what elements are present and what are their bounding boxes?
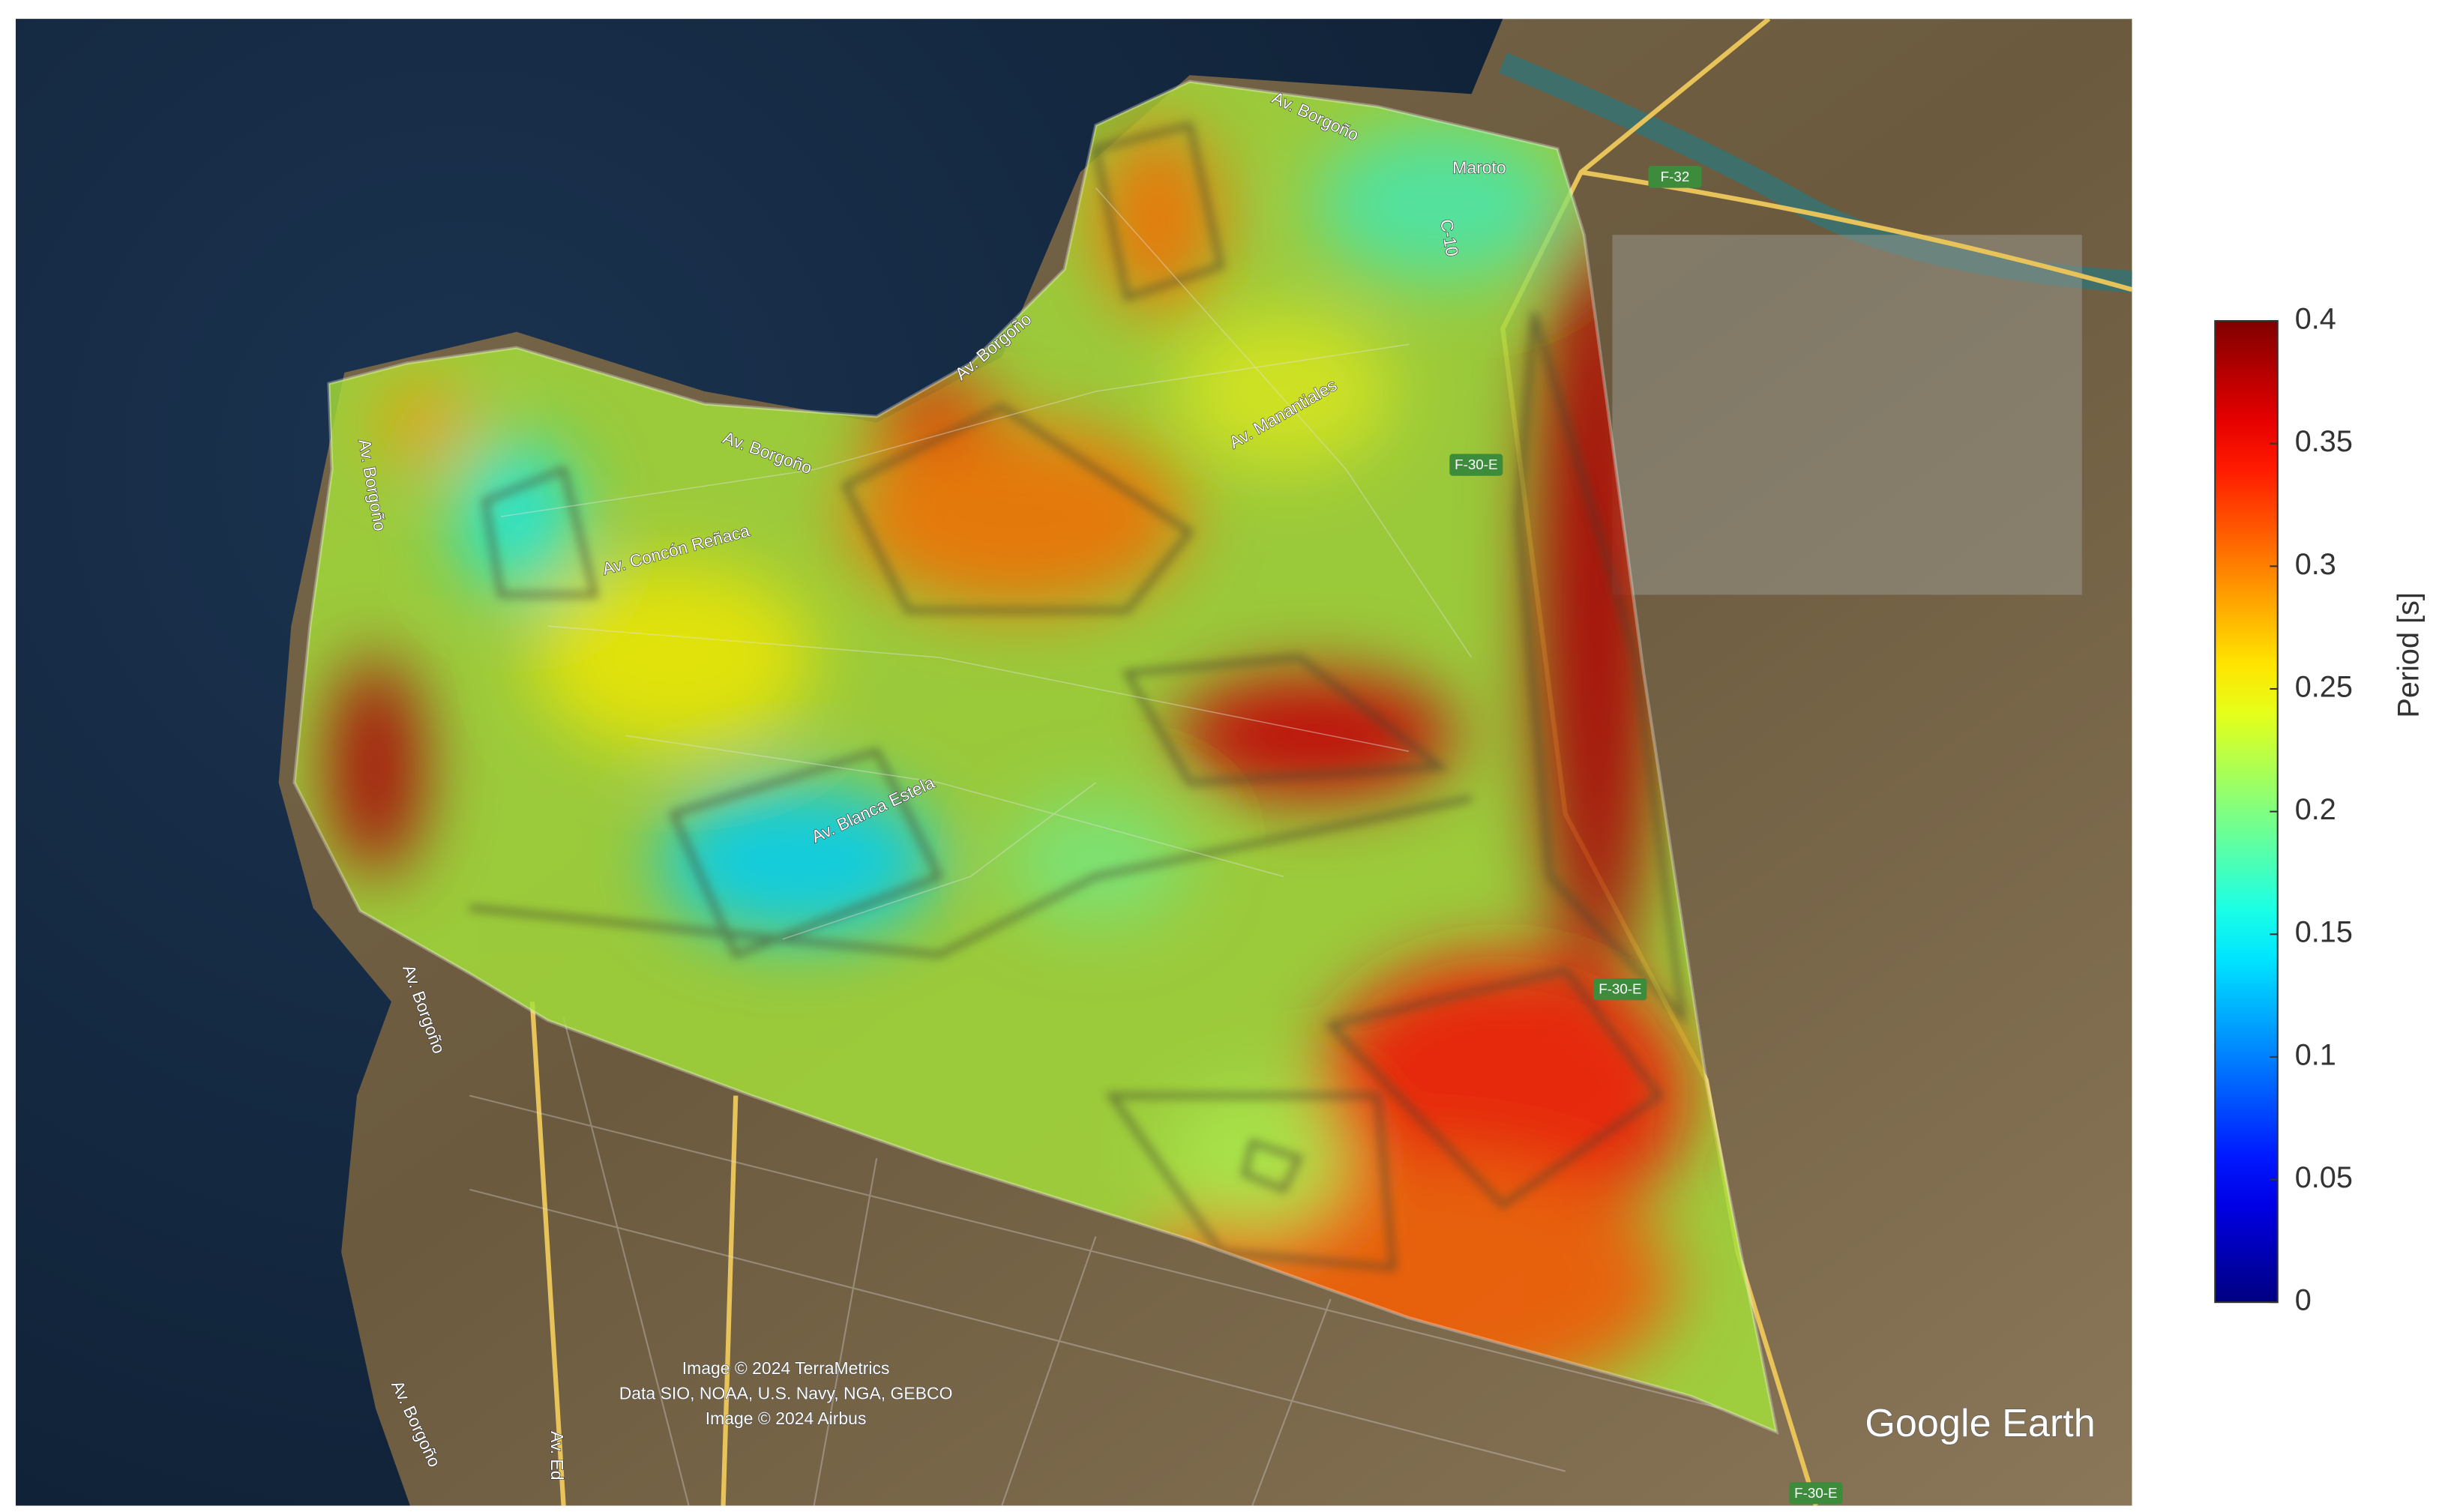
colorbar: 0 0.05 0.1 0.15 0.2 0.25 0.3 0.35 0.4 Period [s]: [2214, 303, 2426, 1317]
attribution: Image © 2024 TerraMetrics: [682, 1358, 890, 1378]
contours: [469, 121, 1688, 1271]
road-shield: [1648, 166, 1702, 188]
colorbar-tick-label: 0.35: [2295, 425, 2353, 458]
attribution: Image © 2024 Airbus: [706, 1409, 867, 1428]
street-label: Av. Ed: [547, 1431, 567, 1481]
road-shield: [1449, 454, 1503, 476]
overlay-blob: [845, 422, 1190, 611]
colorbar-tick-label: 0.3: [2295, 548, 2336, 581]
overlay-blob: [1314, 125, 1566, 282]
overlay-blobs: [328, 125, 1691, 1409]
overlay-blob: [1173, 672, 1456, 798]
overlay-blob: [1158, 1088, 1347, 1229]
road-shield-label: F-30-E: [1455, 457, 1497, 472]
colorbar-label: Period [s]: [2393, 592, 2426, 718]
road-shield: [1789, 1482, 1843, 1505]
overlay-blob: [1173, 313, 1394, 470]
overlay-blob: [1095, 125, 1221, 313]
road-shield-label: F-30-E: [1794, 1485, 1837, 1501]
colorbar-fill: [2214, 320, 2279, 1304]
overlay-blob: [1002, 798, 1190, 924]
ocean: [15, 19, 1503, 1506]
road-shield: [1593, 978, 1647, 1001]
colorbar-tick-label: 0.2: [2295, 793, 2336, 826]
attribution: Data SIO, NOAA, U.S. Navy, NGA, GEBCO: [619, 1383, 953, 1403]
overlay-streets: [500, 187, 1473, 940]
colorbar-tick-label: 0.4: [2295, 303, 2336, 336]
overlay-blob: [657, 782, 939, 939]
overlay-blob: [532, 563, 814, 752]
colorbar-tick-label: 0: [2295, 1284, 2312, 1317]
colorbar-tick-label: 0.05: [2295, 1161, 2353, 1194]
overlay-blob: [454, 438, 580, 595]
logo: Google Earth: [1865, 1402, 2096, 1445]
overlay-blob: [376, 383, 470, 462]
road-shield-label: F-32: [1661, 169, 1690, 184]
road-shield-label: F-30-E: [1599, 981, 1641, 997]
street-grid: [469, 1016, 1722, 1506]
colorbar-tick-label: 0.15: [2295, 916, 2353, 949]
street-label: Maroto: [1452, 158, 1506, 178]
colorbar-tick-label: 0.1: [2295, 1038, 2336, 1071]
colorbar-tick-label: 0.25: [2295, 670, 2353, 703]
industrial-area: [1612, 235, 2082, 595]
overlay-blob: [328, 657, 423, 877]
